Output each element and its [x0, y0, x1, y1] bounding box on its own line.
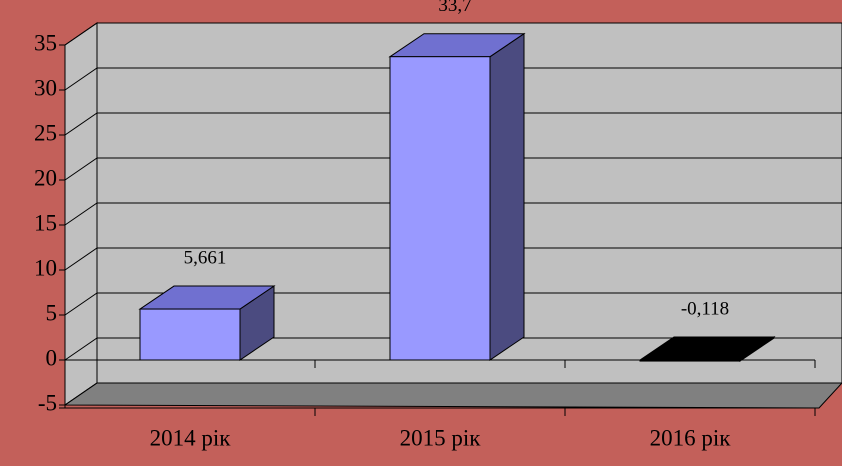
x-tick-label: 2016 рік [650, 425, 732, 450]
x-tick-label: 2014 рік [150, 425, 232, 450]
data-label: -0,118 [681, 298, 729, 319]
grid-line [64, 382, 842, 406]
y-tick-label: 10 [34, 255, 57, 280]
data-label: 33,7 [438, 0, 471, 16]
data-label: 5,661 [184, 247, 227, 268]
bar [639, 359, 741, 362]
y-tick-label: 5 [46, 300, 58, 325]
grid-line [64, 112, 842, 136]
grid-line [64, 247, 842, 271]
x-tick-label: 2015 рік [400, 425, 482, 450]
grid-line [64, 292, 842, 316]
y-tick-label: 35 [34, 30, 57, 55]
y-tick-label: 30 [34, 75, 57, 100]
y-tick-label: 20 [34, 165, 57, 190]
grid-line [64, 67, 842, 91]
bar [139, 308, 241, 361]
grid-line [64, 202, 842, 226]
grid-line [64, 22, 842, 46]
y-tick-label: 25 [34, 120, 57, 145]
bar-side [489, 32, 525, 361]
y-tick-label: 0 [46, 345, 58, 370]
grid-line [64, 337, 842, 361]
floor [63, 382, 842, 409]
grid-line [64, 157, 842, 181]
y-tick-label: -5 [38, 390, 57, 415]
bar [389, 56, 491, 361]
y-tick-label: 15 [34, 210, 57, 235]
